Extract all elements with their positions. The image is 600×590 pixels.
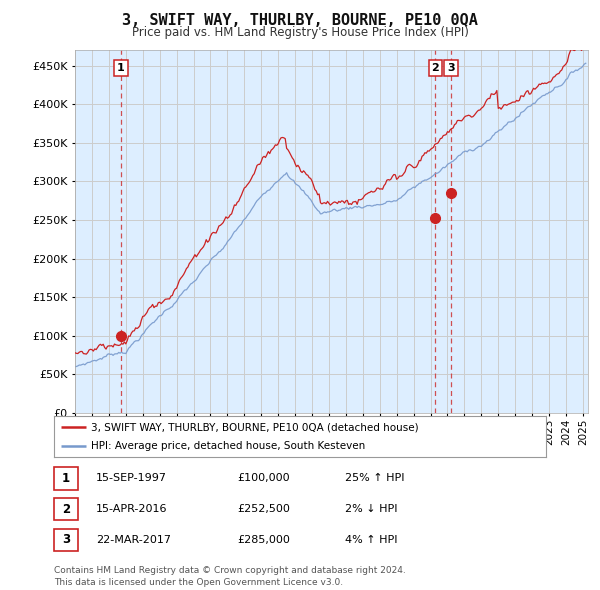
Text: £285,000: £285,000 — [237, 535, 290, 545]
Text: 2% ↓ HPI: 2% ↓ HPI — [345, 504, 398, 514]
Text: £100,000: £100,000 — [237, 474, 290, 483]
Text: HPI: Average price, detached house, South Kesteven: HPI: Average price, detached house, Sout… — [91, 441, 365, 451]
Text: 3: 3 — [447, 63, 455, 73]
Text: 15-APR-2016: 15-APR-2016 — [96, 504, 167, 514]
Text: 1: 1 — [117, 63, 125, 73]
Text: 3, SWIFT WAY, THURLBY, BOURNE, PE10 0QA (detached house): 3, SWIFT WAY, THURLBY, BOURNE, PE10 0QA … — [91, 422, 419, 432]
Text: 1: 1 — [62, 472, 70, 485]
Text: 4% ↑ HPI: 4% ↑ HPI — [345, 535, 398, 545]
Text: 22-MAR-2017: 22-MAR-2017 — [96, 535, 171, 545]
Text: Contains HM Land Registry data © Crown copyright and database right 2024.
This d: Contains HM Land Registry data © Crown c… — [54, 566, 406, 587]
Text: £252,500: £252,500 — [237, 504, 290, 514]
Text: 3, SWIFT WAY, THURLBY, BOURNE, PE10 0QA: 3, SWIFT WAY, THURLBY, BOURNE, PE10 0QA — [122, 13, 478, 28]
Text: 2: 2 — [62, 503, 70, 516]
Text: 25% ↑ HPI: 25% ↑ HPI — [345, 474, 404, 483]
Text: 3: 3 — [62, 533, 70, 546]
Text: 15-SEP-1997: 15-SEP-1997 — [96, 474, 167, 483]
Text: 2: 2 — [431, 63, 439, 73]
Text: Price paid vs. HM Land Registry's House Price Index (HPI): Price paid vs. HM Land Registry's House … — [131, 26, 469, 39]
